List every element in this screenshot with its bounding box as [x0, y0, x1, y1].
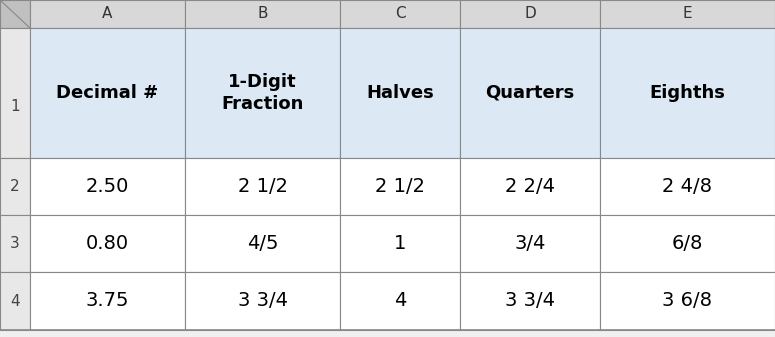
Bar: [185, 215, 340, 272]
Bar: [30, 272, 185, 330]
Bar: [340, 0, 460, 28]
Text: 2 1/2: 2 1/2: [375, 177, 425, 196]
Text: 2 2/4: 2 2/4: [505, 177, 555, 196]
Text: 3 3/4: 3 3/4: [505, 292, 555, 310]
Text: C: C: [394, 6, 405, 22]
Bar: [0, 215, 30, 272]
Text: 0.80: 0.80: [86, 234, 129, 253]
Bar: [600, 28, 775, 158]
Bar: [460, 215, 600, 272]
Bar: [0, 272, 30, 330]
Bar: [185, 0, 340, 28]
Bar: [340, 215, 460, 272]
Text: D: D: [524, 6, 536, 22]
Text: 3 6/8: 3 6/8: [663, 292, 712, 310]
Text: 3/4: 3/4: [515, 234, 546, 253]
Bar: [0, 0, 30, 28]
Bar: [185, 272, 340, 330]
Bar: [340, 272, 460, 330]
Bar: [0, 28, 30, 158]
Text: 6/8: 6/8: [672, 234, 703, 253]
Text: 1: 1: [394, 234, 406, 253]
Text: E: E: [683, 6, 692, 22]
Bar: [460, 28, 600, 158]
Bar: [600, 0, 775, 28]
Text: Eighths: Eighths: [649, 84, 725, 102]
Bar: [340, 28, 460, 158]
Text: 4: 4: [10, 294, 20, 308]
Bar: [30, 215, 185, 272]
Bar: [600, 272, 775, 330]
Text: 2 4/8: 2 4/8: [663, 177, 712, 196]
Text: 4/5: 4/5: [246, 234, 278, 253]
Text: 3.75: 3.75: [86, 292, 129, 310]
Text: 1-Digit
Fraction: 1-Digit Fraction: [222, 73, 304, 113]
Bar: [30, 0, 185, 28]
Text: A: A: [102, 6, 112, 22]
Bar: [460, 158, 600, 215]
Text: 3 3/4: 3 3/4: [237, 292, 288, 310]
Text: 4: 4: [394, 292, 406, 310]
Bar: [600, 158, 775, 215]
Text: Halves: Halves: [366, 84, 434, 102]
Bar: [185, 158, 340, 215]
Text: B: B: [257, 6, 267, 22]
Bar: [460, 272, 600, 330]
Text: 1: 1: [10, 99, 20, 114]
Text: Decimal #: Decimal #: [57, 84, 159, 102]
Text: 2 1/2: 2 1/2: [237, 177, 288, 196]
Bar: [600, 215, 775, 272]
Text: 2: 2: [10, 179, 20, 194]
Text: Quarters: Quarters: [485, 84, 574, 102]
Text: 2.50: 2.50: [86, 177, 129, 196]
Bar: [0, 158, 30, 215]
Bar: [30, 28, 185, 158]
Bar: [340, 158, 460, 215]
Bar: [460, 0, 600, 28]
Bar: [185, 28, 340, 158]
Text: 3: 3: [10, 236, 20, 251]
Bar: [30, 158, 185, 215]
